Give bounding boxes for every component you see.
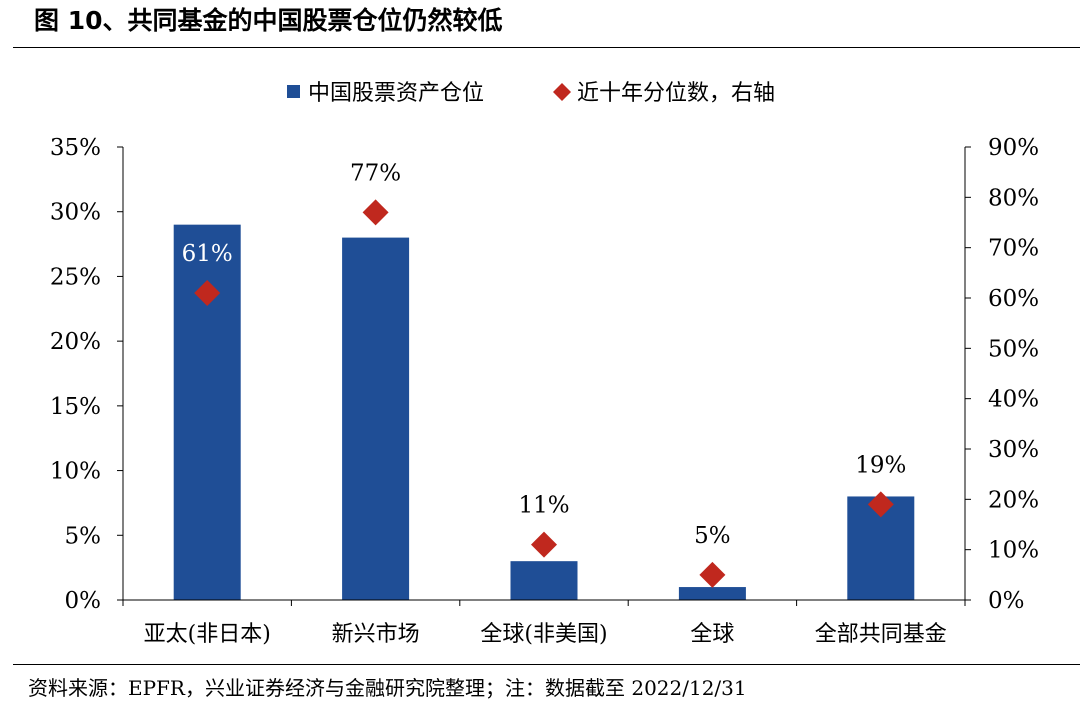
marker-data-label: 5% [694,523,731,549]
x-axis-category-label: 全球(非美国) [480,622,607,647]
x-axis-category-label: 亚太(非日本) [144,622,271,647]
left-axis-tick-label: 20% [50,329,101,355]
right-axis-tick-label: 20% [988,487,1039,513]
legend-bar-label: 中国股票资产仓位 [308,81,484,106]
x-axis-category-label: 全部共同基金 [815,622,947,647]
bar-4 [678,587,746,600]
right-axis-tick-label: 10% [988,538,1039,564]
source-note: 资料来源：EPFR，兴业证券经济与金融研究院整理；注：数据截至 2022/12/… [28,676,747,700]
right-axis-tick-label: 40% [988,387,1039,413]
marker-data-label: 61% [182,241,233,267]
right-axis-tick-label: 90% [988,135,1039,161]
legend-diamond-swatch [553,83,571,101]
bar-3 [510,561,578,600]
right-axis-tick-label: 60% [988,286,1039,312]
marker-data-label: 11% [518,493,569,519]
left-axis-tick-label: 5% [65,523,102,549]
marker-data-label: 77% [350,160,401,186]
left-axis-tick-label: 25% [50,264,101,290]
right-axis-tick-label: 70% [988,236,1039,262]
diamond-marker-3 [531,531,557,558]
left-axis-tick-label: 15% [50,394,101,420]
right-axis-tick-label: 80% [988,185,1039,211]
left-axis-tick-label: 0% [65,588,102,614]
diamond-marker-5 [867,491,894,518]
left-axis-tick-label: 30% [50,200,101,226]
legend-diamond-label: 近十年分位数，右轴 [577,81,775,106]
diamond-marker-1 [194,279,221,306]
left-axis-tick-label: 35% [50,135,101,161]
diamond-marker-4 [699,561,726,588]
legend-bar-swatch [287,85,300,98]
marker-data-label: 19% [855,452,906,478]
source-divider [13,664,1080,665]
bar-2 [342,237,410,600]
right-axis-tick-label: 30% [988,437,1039,463]
x-axis-category-label: 全球 [690,622,734,647]
right-axis-tick-label: 50% [988,336,1039,362]
right-axis-tick-label: 0% [988,588,1025,614]
left-axis-tick-label: 10% [50,459,101,485]
x-axis-category-label: 新兴市场 [332,622,420,647]
figure-title: 图 10、共同基金的中国股票仓位仍然较低 [34,6,503,35]
title-divider [13,47,1080,48]
diamond-marker-2 [362,199,389,226]
